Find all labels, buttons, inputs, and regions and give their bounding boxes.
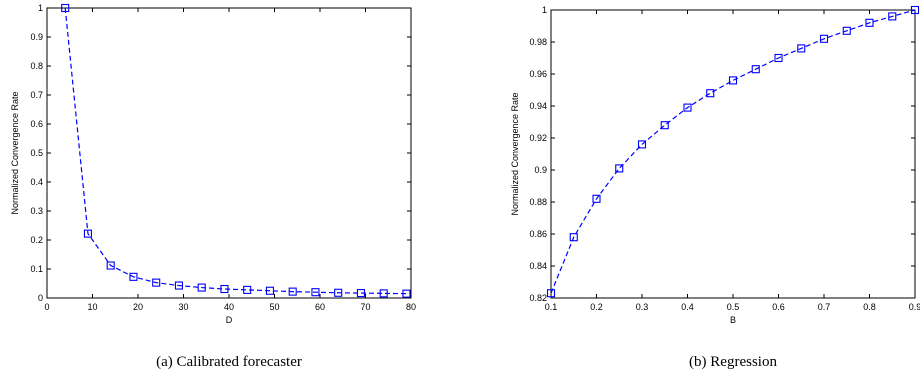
y-tick-label: 0.9 (534, 165, 547, 175)
data-point-marker (129, 272, 138, 281)
y-tick-label: 0.3 (30, 206, 43, 216)
data-point-marker (728, 76, 738, 85)
x-tick-label: 0.3 (636, 302, 649, 312)
y-axis-label-a: Normalized Convergence Rate (10, 91, 20, 214)
data-point-marker (819, 34, 829, 43)
x-tick-label: 0.8 (863, 302, 876, 312)
data-point-marker (888, 12, 897, 21)
x-tick-label: 0.6 (772, 302, 785, 312)
data-point-marker (402, 289, 411, 298)
data-point-marker (106, 261, 115, 270)
data-point-marker (660, 121, 669, 130)
data-point-marker (546, 289, 556, 298)
y-tick-label: 0.4 (30, 177, 43, 187)
series-markers-b (546, 5, 920, 298)
data-point-marker (615, 164, 624, 173)
data-point-marker (865, 18, 874, 27)
x-tick-label: 20 (133, 302, 143, 312)
x-tick-label: 40 (224, 302, 234, 312)
data-point-marker (592, 194, 601, 203)
y-tick-label: 0.92 (529, 133, 547, 143)
data-point-marker (265, 286, 275, 295)
y-tick-label: 0.6 (30, 119, 43, 129)
x-tick-label: 0.5 (727, 302, 740, 312)
x-tick-label: 0.9 (909, 302, 920, 312)
y-tick-label: 1 (542, 5, 547, 15)
y-tick-label: 0.88 (529, 197, 547, 207)
x-tick-label: 0.1 (545, 302, 558, 312)
data-point-marker (334, 288, 343, 297)
data-point-marker (637, 140, 647, 149)
y-tick-label: 1 (38, 3, 43, 13)
x-tick-label: 70 (360, 302, 370, 312)
data-point-marker (174, 281, 183, 290)
y-tick-label: 0.1 (30, 264, 43, 274)
x-tick-label: 0.2 (590, 302, 603, 312)
y-tick-label: 0 (38, 293, 43, 303)
x-tick-label: 0 (44, 302, 49, 312)
axis-ticks-b: 0.1 0.2 0.3 0.4 0.5 0.6 0.7 0.8 0.9 0.82 0.84 0.86 0… (529, 5, 920, 312)
y-axis-label-b: Normalized Convergence Rate (510, 92, 520, 215)
data-point-marker (706, 89, 715, 98)
y-tick-label: 0.94 (529, 101, 547, 111)
y-tick-label: 0.96 (529, 69, 547, 79)
series-line-b (550, 9, 916, 294)
data-point-marker (197, 283, 206, 292)
x-tick-label: 80 (406, 302, 416, 312)
data-point-marker (842, 26, 851, 35)
plot-area-b (550, 9, 916, 299)
y-tick-label: 0.5 (30, 148, 43, 158)
chart-regression: 0.1 0.2 0.3 0.4 0.5 0.6 0.7 0.8 0.9 0.82 0.84 0.86 0… (510, 5, 920, 370)
x-tick-label: 30 (178, 302, 188, 312)
x-axis-label-a: D (226, 315, 233, 325)
y-tick-label: 0.8 (30, 61, 43, 71)
data-point-marker (683, 103, 692, 112)
data-point-marker (774, 53, 783, 63)
plot-area-a (46, 7, 412, 299)
x-tick-label: 10 (87, 302, 97, 312)
data-point-marker (751, 65, 760, 74)
series-line-a (64, 7, 407, 295)
data-point-marker (910, 5, 920, 15)
series-markers-a (61, 3, 411, 298)
data-point-marker (220, 284, 229, 294)
data-point-marker (288, 287, 297, 296)
data-point-marker (356, 289, 366, 298)
x-tick-label: 60 (315, 302, 325, 312)
data-point-marker (311, 288, 320, 297)
y-tick-label: 0.9 (30, 32, 43, 42)
caption-a: (a) Calibrated forecaster (156, 354, 302, 370)
x-tick-label: 0.7 (818, 302, 831, 312)
chart-calibrated-forecaster: 0 10 20 30 40 50 60 70 80 0 0.1 0.2 0.3 0.4 0.5 0.6 0.7 0… (10, 3, 416, 370)
caption-b: (b) Regression (689, 354, 777, 370)
y-tick-label: 0.84 (529, 261, 547, 271)
x-tick-label: 0.4 (681, 302, 694, 312)
data-point-marker (243, 285, 252, 294)
data-point-marker (61, 3, 70, 13)
axis-ticks-a: 0 10 20 30 40 50 60 70 80 0 0.1 0.2 0.3 0.4 0.5 0.6 0.7 0… (30, 3, 416, 312)
x-tick-label: 50 (269, 302, 279, 312)
data-point-marker (797, 44, 806, 53)
y-tick-label: 0.7 (30, 90, 43, 100)
y-tick-label: 0.98 (529, 37, 547, 47)
y-tick-label: 0.82 (529, 293, 547, 303)
y-tick-label: 0.2 (30, 235, 43, 245)
x-axis-label-b: B (730, 315, 736, 325)
y-tick-label: 0.86 (529, 229, 547, 239)
data-point-marker (152, 278, 161, 287)
data-point-marker (569, 233, 578, 242)
data-point-marker (83, 229, 92, 238)
data-point-marker (379, 289, 388, 298)
